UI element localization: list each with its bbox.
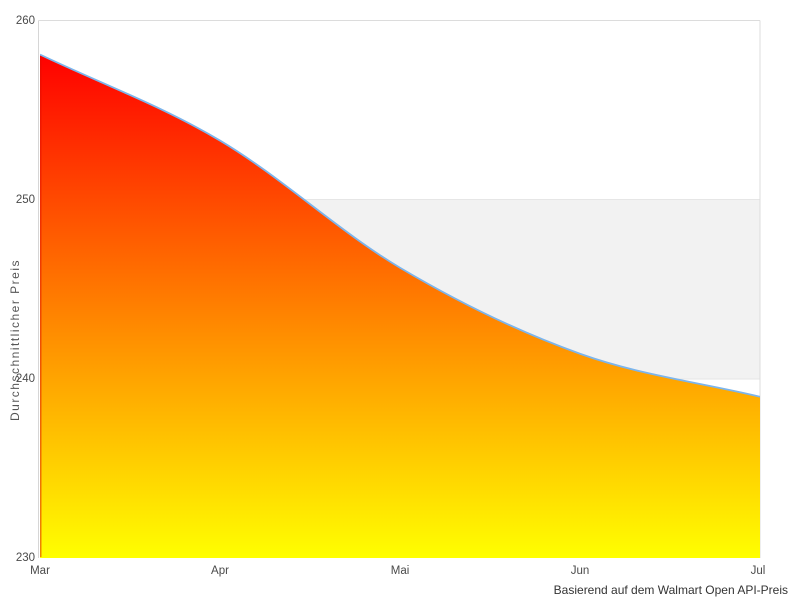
y-tick-label: 250 [15, 193, 35, 206]
y-tick-label: 260 [15, 14, 35, 27]
price-line-series[interactable] [40, 53, 760, 398]
chart-caption: Basierend auf dem Walmart Open API-Preis [553, 583, 788, 597]
x-tick-label: Mar [30, 565, 50, 577]
x-tick-label: Apr [211, 565, 229, 577]
y-tick-label: 240 [15, 372, 35, 385]
x-tick-label: Jul [750, 565, 766, 577]
y-tick-label: 230 [15, 552, 35, 564]
y-axis-title: Durchschnittlicher Preis [8, 258, 22, 422]
price-area-series[interactable] [40, 54, 760, 558]
x-tick-label: Jun [570, 565, 590, 577]
x-tick-label: Mai [390, 565, 410, 577]
